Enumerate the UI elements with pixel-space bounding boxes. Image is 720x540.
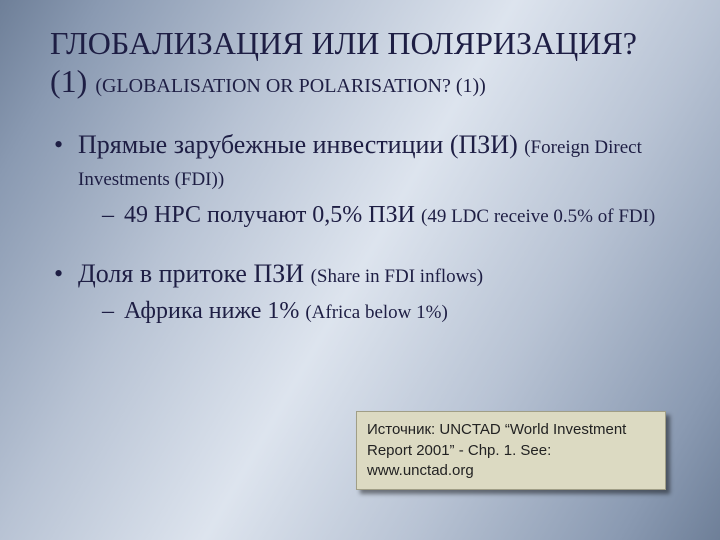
title-sub: (GLOBALISATION OR POLARISATION? (1))	[95, 75, 486, 97]
subbullet-text: Африка ниже 1%	[124, 298, 305, 324]
subbullet-text: 49 НРС получают 0,5% ПЗИ	[124, 202, 421, 228]
bullet-list: Прямые зарубежные инвестиции (ПЗИ) (Fore…	[50, 129, 670, 327]
list-item: Прямые зарубежные инвестиции (ПЗИ) (Fore…	[50, 129, 670, 230]
list-item: Африка ниже 1% (Africa below 1%)	[102, 296, 670, 326]
list-item: 49 НРС получают 0,5% ПЗИ (49 LDC receive…	[102, 200, 670, 230]
sub-list: 49 НРС получают 0,5% ПЗИ (49 LDC receive…	[78, 200, 670, 230]
sub-list: Африка ниже 1% (Africa below 1%)	[78, 296, 670, 326]
subbullet-paren: (49 LDC receive 0.5% of FDI)	[421, 206, 655, 227]
subbullet-paren: (Africa below 1%)	[305, 302, 447, 323]
list-item: Доля в притоке ПЗИ (Share in FDI inflows…	[50, 258, 670, 327]
source-text: Источник: UNCTAD “World Investment Repor…	[367, 421, 626, 479]
bullet-text: Доля в притоке ПЗИ	[78, 259, 311, 288]
slide-title: ГЛОБАЛИЗАЦИЯ ИЛИ ПОЛЯРИЗАЦИЯ? (1) (GLOBA…	[50, 24, 670, 101]
slide: ГЛОБАЛИЗАЦИЯ ИЛИ ПОЛЯРИЗАЦИЯ? (1) (GLOBA…	[0, 0, 720, 540]
bullet-paren: (Share in FDI inflows)	[311, 266, 484, 287]
source-box: Источник: UNCTAD “World Investment Repor…	[356, 411, 666, 490]
bullet-text: Прямые зарубежные инвестиции (ПЗИ)	[78, 130, 524, 159]
